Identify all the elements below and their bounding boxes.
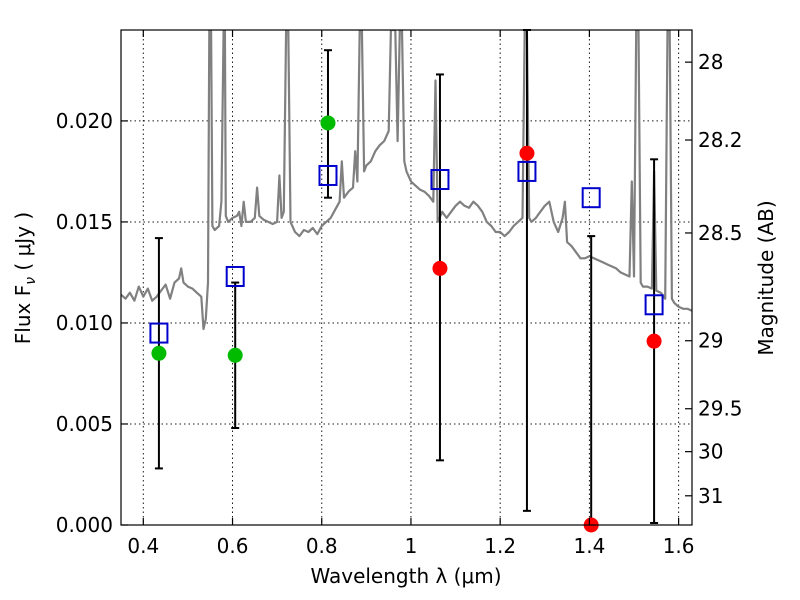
x-tick-label-1: 0.6: [217, 534, 249, 558]
observed-photometry-markers: [151, 115, 662, 533]
x-tick-label-4: 1.2: [484, 534, 516, 558]
y2-tick-label-2: 28.5: [698, 221, 743, 245]
y-axis-label-main: Flux F: [11, 285, 35, 344]
y-tick-label-2: 0.010: [56, 311, 113, 335]
x-tick-label-6: 1.6: [663, 534, 695, 558]
x-axis-label: Wavelength λ (μm): [310, 564, 501, 588]
error-bar-5: [587, 235, 596, 526]
x-tick-label-0: 0.4: [127, 534, 159, 558]
y-axis-label: Flux Fν ( μJy ): [11, 212, 39, 344]
observed-point-2: [320, 115, 336, 131]
svg-text:Flux Fν ( μJy ): Flux Fν ( μJy ): [11, 212, 39, 344]
y-tick-label-4: 0.020: [56, 109, 113, 133]
y2-axis-label: Magnitude (AB): [754, 200, 778, 355]
model-point-1: [225, 265, 245, 287]
model-point-4: [517, 160, 537, 182]
observed-point-3: [432, 260, 448, 276]
y-axis-label-unit: ( μJy ): [11, 212, 35, 277]
y2-tick-label-1: 28.2: [698, 128, 743, 152]
y-axis-label-sub: ν: [23, 277, 39, 285]
observed-point-6: [646, 333, 662, 349]
y-tick-label-3: 0.015: [56, 210, 113, 234]
plot-frame: [120, 29, 693, 526]
y2-tick-label-5: 30: [698, 440, 723, 464]
y-tick-label-1: 0.005: [56, 412, 113, 436]
model-point-2: [318, 164, 338, 186]
model-point-0: [149, 322, 169, 344]
error-bars: [154, 29, 659, 526]
x-tick-label-2: 0.8: [306, 534, 338, 558]
model-point-6: [644, 294, 664, 316]
model-photometry-markers: [149, 160, 664, 344]
y2-tick-label-6: 31: [698, 484, 723, 508]
y2-tick-label-4: 29.5: [698, 397, 743, 421]
model-point-5: [581, 187, 601, 209]
observed-point-4: [519, 145, 535, 161]
y-tick-label-0: 0.000: [56, 513, 113, 537]
y2-tick-label-0: 28: [698, 50, 723, 74]
y2-tick-label-3: 29: [698, 329, 723, 353]
model-point-3: [430, 169, 450, 191]
axes: 0.4 0.6 0.8 1 1.2 1.4 1.6 0.000 0.005 0.010 0.015 0…: [56, 30, 743, 558]
observed-point-0: [151, 345, 167, 361]
spectrum-line: [121, 30, 692, 331]
observed-point-1: [227, 347, 243, 363]
x-tick-label-3: 1: [405, 534, 418, 558]
x-tick-label-5: 1.4: [573, 534, 605, 558]
grid-lines: [121, 30, 692, 526]
model-spectrum: [121, 30, 692, 331]
